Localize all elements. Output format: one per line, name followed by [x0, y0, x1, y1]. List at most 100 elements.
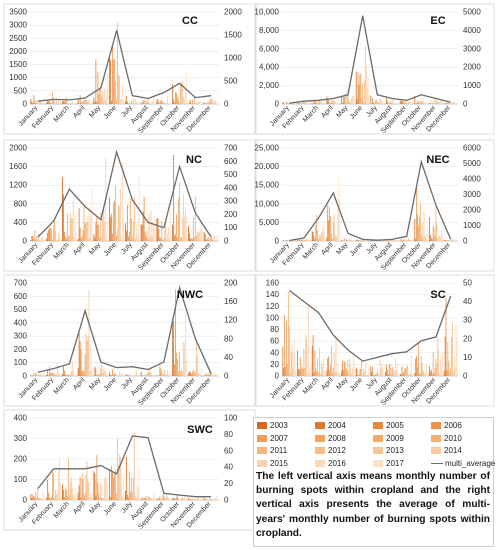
bar-january	[30, 493, 32, 500]
bar-december	[217, 100, 219, 104]
bar-february	[301, 101, 303, 104]
bar-october	[172, 83, 174, 104]
bar-february	[58, 233, 59, 241]
bar-april	[328, 220, 330, 241]
bar-october	[175, 498, 177, 500]
bar-june	[116, 235, 117, 241]
bar-june	[113, 203, 115, 241]
bar-february	[58, 99, 59, 104]
bar-january	[287, 102, 288, 104]
bar-august	[392, 240, 394, 241]
bar-july	[370, 95, 372, 104]
bar-august	[147, 239, 149, 241]
bar-july	[130, 477, 132, 500]
bar-november	[191, 371, 193, 376]
bar-august	[144, 374, 146, 376]
bar-march	[66, 214, 68, 241]
y-right-tick-label: 0	[224, 496, 229, 505]
bar-october	[184, 214, 185, 241]
y-right-tick-label: 50	[463, 279, 472, 288]
bar-march	[68, 374, 70, 376]
bar-august	[387, 240, 389, 241]
bar-july	[379, 359, 381, 376]
bar-june	[121, 237, 122, 241]
bar-october	[185, 207, 186, 241]
bar-september	[158, 498, 160, 500]
bar-july	[375, 373, 377, 376]
bar-may	[349, 239, 351, 241]
y-right-tick-label: 80	[224, 430, 233, 439]
bar-november	[439, 373, 440, 376]
bar-july	[374, 103, 375, 104]
bar-may	[103, 497, 105, 500]
bar-march	[317, 230, 319, 241]
bar-may	[346, 95, 348, 104]
bar-october	[415, 238, 417, 241]
bar-september	[408, 374, 409, 376]
bar-march	[65, 490, 67, 500]
x-tick-label: March	[302, 242, 320, 261]
bar-may	[105, 98, 107, 104]
bar-may	[344, 362, 346, 376]
bar-september	[162, 239, 164, 241]
bar-october	[420, 101, 422, 104]
bar-may	[350, 365, 352, 376]
bar-march	[315, 224, 317, 241]
bar-april	[86, 101, 88, 104]
bar-november	[189, 372, 191, 376]
y-left-tick-label: 1000	[9, 73, 27, 82]
bar-february	[309, 101, 311, 104]
bar-july	[127, 236, 129, 241]
bar-november	[199, 374, 201, 376]
bar-december	[203, 102, 205, 104]
bar-september	[400, 238, 402, 241]
bar-october	[174, 102, 176, 104]
bar-september	[411, 373, 413, 376]
bar-october	[418, 342, 419, 376]
bar-march	[320, 363, 322, 376]
bar-january	[38, 497, 40, 500]
bar-july	[382, 101, 384, 104]
bar-october	[419, 372, 421, 376]
bar-march	[315, 368, 317, 376]
y-left-tick-label: 0	[275, 100, 280, 109]
bar-may	[342, 369, 344, 376]
bar-march	[74, 375, 76, 376]
bar-october	[419, 102, 420, 104]
bar-september	[167, 96, 169, 104]
bar-january	[36, 497, 38, 500]
bar-february	[48, 375, 50, 376]
bar-october	[414, 373, 416, 376]
bar-february	[307, 239, 308, 241]
y-left-tick-label: 500	[14, 86, 28, 95]
bar-march	[321, 367, 323, 376]
bar-february	[59, 373, 60, 376]
bar-april	[331, 238, 333, 241]
bar-march	[315, 102, 317, 104]
bar-april	[77, 238, 79, 241]
bar-march	[66, 495, 68, 500]
bar-january	[39, 374, 41, 376]
bar-april	[328, 356, 330, 376]
bar-december	[203, 497, 205, 500]
bar-december	[215, 373, 217, 376]
bar-may	[98, 493, 100, 500]
chart-nc: 0 400 800 1200 1600 2000 0 100 200 300 400 500 600 70…	[3, 139, 256, 272]
bar-may	[349, 359, 351, 376]
bar-january	[42, 373, 44, 376]
bar-november	[187, 226, 189, 241]
y-right-tick-label: 400	[224, 183, 238, 192]
bar-february	[60, 99, 61, 104]
bar-june	[121, 373, 122, 376]
bar-april	[84, 223, 86, 241]
y-left-tick-label: 800	[14, 199, 28, 208]
bar-june	[368, 240, 370, 241]
chart-title: NEC	[426, 154, 449, 166]
bar-august	[397, 375, 399, 376]
bar-august	[147, 372, 149, 376]
bar-june	[115, 185, 116, 241]
bar-august	[152, 498, 154, 500]
bar-july	[131, 492, 133, 500]
bar-january	[35, 102, 37, 104]
